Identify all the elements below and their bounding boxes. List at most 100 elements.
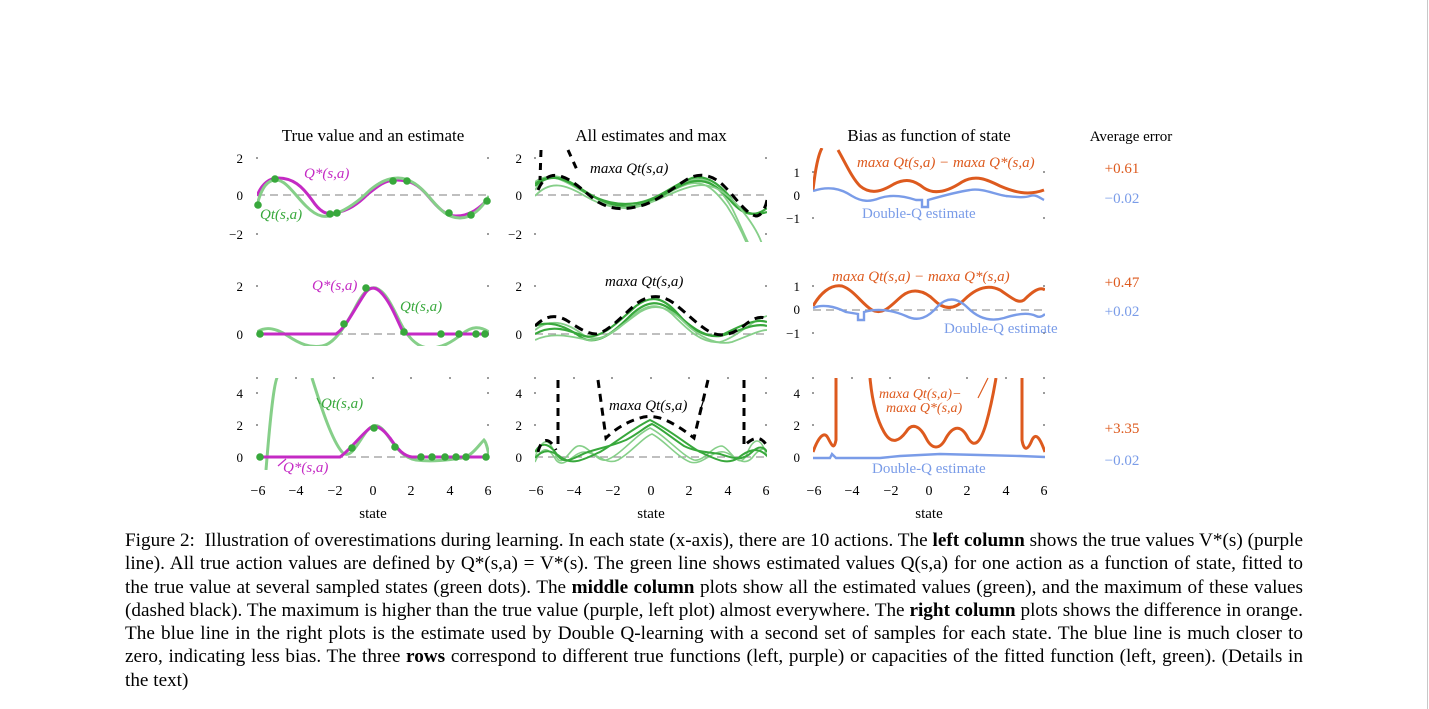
caption-rows: rows	[406, 646, 446, 668]
x-tick-label: 4	[725, 484, 732, 499]
average-error-double: −0.02	[1105, 191, 1140, 207]
y-tick-label: 0	[237, 327, 244, 342]
x-tick-label: −2	[884, 484, 899, 499]
row1-right-panel: 1 0 −1 maxa Qt(s,a) − maxa Q*(s,a) Doubl…	[786, 148, 1045, 226]
x-tick-label: 6	[1041, 484, 1048, 499]
double-q-line	[813, 298, 1045, 322]
y-tick-label: 0	[237, 450, 244, 465]
x-axis-label-middle: state	[637, 506, 665, 520]
qstar-label: Q*(s,a)	[312, 278, 357, 294]
label-pointer	[277, 458, 287, 467]
left-column-title: True value and an estimate	[282, 126, 465, 145]
double-q-line	[813, 451, 1045, 460]
double-q-label: Double-Q estimate	[872, 461, 986, 477]
caption-text-1: Illustration of overestimations during l…	[204, 530, 933, 551]
x-tick-label: 0	[926, 484, 933, 499]
y-tick-label: 2	[794, 418, 801, 433]
row3-left-panel: 4 2 0 Q*(s,a) Qt(s,a)	[237, 377, 490, 476]
y-tick-label: 0	[794, 450, 801, 465]
y-tick-label: 2	[516, 418, 523, 433]
x-tick-label: 0	[370, 484, 377, 499]
x-tick-label: −4	[845, 484, 860, 499]
x-tick-label: −2	[328, 484, 343, 499]
x-tick-label: 2	[408, 484, 415, 499]
average-error-single: +0.61	[1105, 161, 1140, 177]
y-tick-label: 2	[237, 151, 244, 166]
y-tick-label: −2	[508, 227, 522, 242]
row3-right-panel: 4 2 0 maxa Qt(s,a)− maxa Q*(s,a) Double-…	[794, 377, 1045, 477]
x-axis-label-left: state	[359, 506, 387, 520]
sample-dots	[256, 424, 490, 461]
x-tick-label: −6	[251, 484, 266, 499]
x-axis-label-right: state	[915, 506, 943, 520]
caption-middle-column: middle column	[571, 576, 695, 598]
y-tick-label: 4	[516, 386, 523, 401]
bias-label-line1: maxa Qt(s,a)−	[879, 387, 962, 402]
label-pointer	[977, 377, 989, 399]
y-tick-label: 2	[516, 151, 523, 166]
qstar-label: Q*(s,a)	[304, 166, 349, 182]
page-edge-line	[1427, 0, 1428, 709]
x-tick-label: 4	[1003, 484, 1010, 499]
bias-label-line2: maxa Q*(s,a)	[886, 401, 963, 416]
label-pointer	[700, 395, 706, 409]
max-label: maxa Qt(s,a)	[590, 161, 668, 177]
y-tick-label: 0	[516, 327, 523, 342]
max-label: maxa Qt(s,a)	[609, 398, 687, 414]
caption-text-3: plots show all the estimated values (gre…	[125, 576, 1303, 621]
y-tick-label: 0	[794, 188, 801, 203]
figure-caption: Figure 2: Illustration of overestimation…	[125, 529, 1303, 692]
x-tick-label: −4	[567, 484, 582, 499]
caption-text-2: shows the true values V*(s) (purple line…	[125, 530, 1303, 598]
double-q-label: Double-Q estimate	[862, 206, 976, 222]
row3-middle-panel: 4 2 0 maxa Qt(s,a)	[516, 377, 767, 465]
y-tick-label: 0	[794, 302, 801, 317]
label-pointer	[316, 397, 321, 405]
max-line	[538, 149, 543, 181]
max-label: maxa Qt(s,a)	[605, 274, 683, 290]
y-tick-label: −2	[229, 227, 243, 242]
max-line	[535, 295, 767, 337]
estimate-line	[535, 297, 767, 338]
y-tick-label: 4	[794, 386, 801, 401]
bias-label: maxa Qt(s,a) − maxa Q*(s,a)	[832, 269, 1010, 285]
caption-text-4: plots shows the difference in orange. Th…	[125, 599, 1303, 668]
row1-left-panel: 2 0 −2 Q*(s,a) Qt(s,a)	[229, 151, 491, 242]
x-tick-label: −4	[289, 484, 304, 499]
row2-left-panel: 2 0 Q*(s,a) Qt(s,a)	[237, 278, 489, 346]
average-error-single: +3.35	[1105, 421, 1140, 437]
y-tick-label: 4	[237, 386, 244, 401]
qstar-label: Q*(s,a)	[283, 460, 328, 476]
average-error-double: +0.02	[1105, 304, 1140, 320]
estimate-line	[535, 305, 767, 343]
row1-middle-panel: 2 0 −2 maxa Qt(s,a)	[508, 149, 767, 242]
y-tick-label: 0	[516, 188, 523, 203]
figure-2-plots: True value and an estimate All estimates…	[229, 126, 1172, 520]
y-tick-label: 1	[794, 279, 801, 294]
x-tick-labels-right: −6 −4 −2 0 2 4 6	[807, 484, 1048, 499]
caption-text-5: correspond to different true functions (…	[125, 646, 1303, 691]
x-tick-label: 6	[485, 484, 492, 499]
y-tick-label: 2	[237, 418, 244, 433]
double-q-line	[813, 187, 1045, 209]
y-tick-label: −1	[786, 211, 800, 226]
x-tick-labels-left: −6 −4 −2 0 2 4 6	[251, 484, 492, 499]
qt-label: Qt(s,a)	[400, 299, 442, 315]
max-line	[566, 149, 580, 173]
x-tick-label: −6	[529, 484, 544, 499]
average-error-double: −0.02	[1105, 453, 1140, 469]
y-tick-label: 0	[516, 450, 523, 465]
y-tick-label: 1	[794, 165, 801, 180]
y-tick-label: 2	[516, 279, 523, 294]
row2-right-panel: 1 0 −1 maxa Qt(s,a) − maxa Q*(s,a) Doubl…	[786, 269, 1058, 341]
x-tick-labels-middle: −6 −4 −2 0 2 4 6	[529, 484, 770, 499]
sample-dots	[254, 175, 491, 219]
x-tick-label: 4	[447, 484, 454, 499]
x-tick-label: 6	[763, 484, 770, 499]
caption-right-column: right column	[909, 599, 1016, 621]
bias-line	[813, 148, 1045, 195]
double-q-label: Double-Q estimate	[944, 321, 1058, 337]
qt-label: Qt(s,a)	[321, 396, 363, 412]
bias-label: maxa Qt(s,a) − maxa Q*(s,a)	[857, 155, 1035, 171]
x-tick-label: 2	[964, 484, 971, 499]
